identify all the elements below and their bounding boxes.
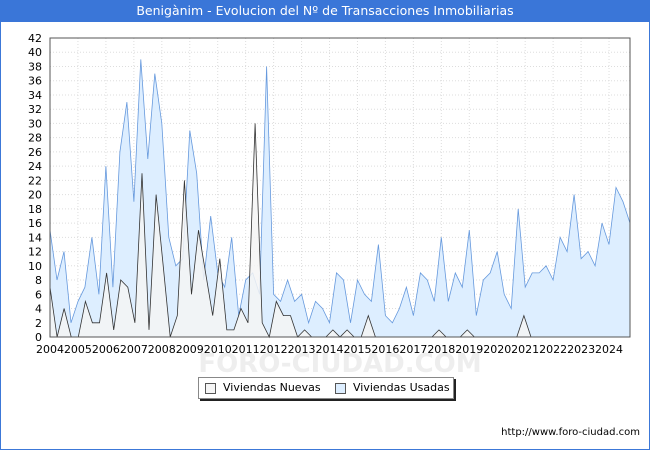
x-tick-label: 2021 bbox=[511, 343, 539, 356]
footer-url[interactable]: http://www.foro-ciudad.com bbox=[501, 427, 640, 438]
y-tick-label: 32 bbox=[28, 103, 42, 116]
x-tick-label: 2018 bbox=[427, 343, 455, 356]
legend-swatch-nuevas bbox=[205, 383, 216, 394]
x-tick-label: 2005 bbox=[64, 343, 92, 356]
y-tick-label: 8 bbox=[35, 274, 42, 287]
y-tick-label: 40 bbox=[28, 46, 42, 59]
x-tick-label: 2019 bbox=[455, 343, 483, 356]
y-tick-label: 20 bbox=[28, 189, 42, 202]
y-tick-label: 12 bbox=[28, 246, 42, 259]
x-tick-label: 2004 bbox=[36, 343, 64, 356]
x-tick-label: 2015 bbox=[343, 343, 371, 356]
x-tick-label: 2014 bbox=[316, 343, 344, 356]
y-tick-label: 24 bbox=[28, 160, 42, 173]
legend-label-nuevas: Viviendas Nuevas bbox=[223, 381, 321, 394]
y-tick-label: 16 bbox=[28, 217, 42, 230]
x-tick-label: 2017 bbox=[399, 343, 427, 356]
x-tick-label: 2016 bbox=[371, 343, 399, 356]
line-viviendas-usadas bbox=[49, 59, 631, 325]
y-tick-label: 2 bbox=[35, 317, 42, 330]
watermark: FORO-CIUDAD.COM bbox=[198, 349, 481, 379]
y-tick-label: 10 bbox=[28, 260, 42, 273]
x-tick-label: 2024 bbox=[595, 343, 623, 356]
x-tick-label: 2010 bbox=[204, 343, 232, 356]
x-tick-label: 2007 bbox=[120, 343, 148, 356]
x-tick-label: 2020 bbox=[483, 343, 511, 356]
y-tick-label: 18 bbox=[28, 203, 42, 216]
y-tick-label: 28 bbox=[28, 132, 42, 145]
x-tick-label: 2013 bbox=[288, 343, 316, 356]
x-tick-label: 2022 bbox=[539, 343, 567, 356]
y-tick-label: 26 bbox=[28, 146, 42, 159]
y-tick-label: 36 bbox=[28, 75, 42, 88]
y-tick-label: 6 bbox=[35, 288, 42, 301]
y-tick-label: 22 bbox=[28, 174, 42, 187]
x-tick-label: 2009 bbox=[176, 343, 204, 356]
x-tick-label: 2023 bbox=[567, 343, 595, 356]
legend-label-usadas: Viviendas Usadas bbox=[353, 381, 450, 394]
y-tick-label: 34 bbox=[28, 89, 42, 102]
y-tick-label: 42 bbox=[28, 32, 42, 45]
y-tick-label: 0 bbox=[35, 331, 42, 344]
area-viviendas-nuevas bbox=[50, 123, 630, 338]
y-tick-label: 38 bbox=[28, 60, 42, 73]
legend-swatch-usadas bbox=[335, 383, 346, 394]
x-tick-label: 2012 bbox=[260, 343, 288, 356]
y-tick-label: 30 bbox=[28, 117, 42, 130]
plot-border bbox=[49, 37, 631, 338]
x-tick-label: 2006 bbox=[92, 343, 120, 356]
chart-title: Benigànim - Evolucion del Nº de Transacc… bbox=[0, 0, 650, 22]
y-tick-label: 14 bbox=[28, 231, 42, 244]
y-tick-label: 4 bbox=[35, 303, 42, 316]
x-tick-label: 2011 bbox=[232, 343, 260, 356]
x-tick-label: 2008 bbox=[148, 343, 176, 356]
legend: Viviendas Nuevas Viviendas Usadas bbox=[198, 377, 454, 399]
